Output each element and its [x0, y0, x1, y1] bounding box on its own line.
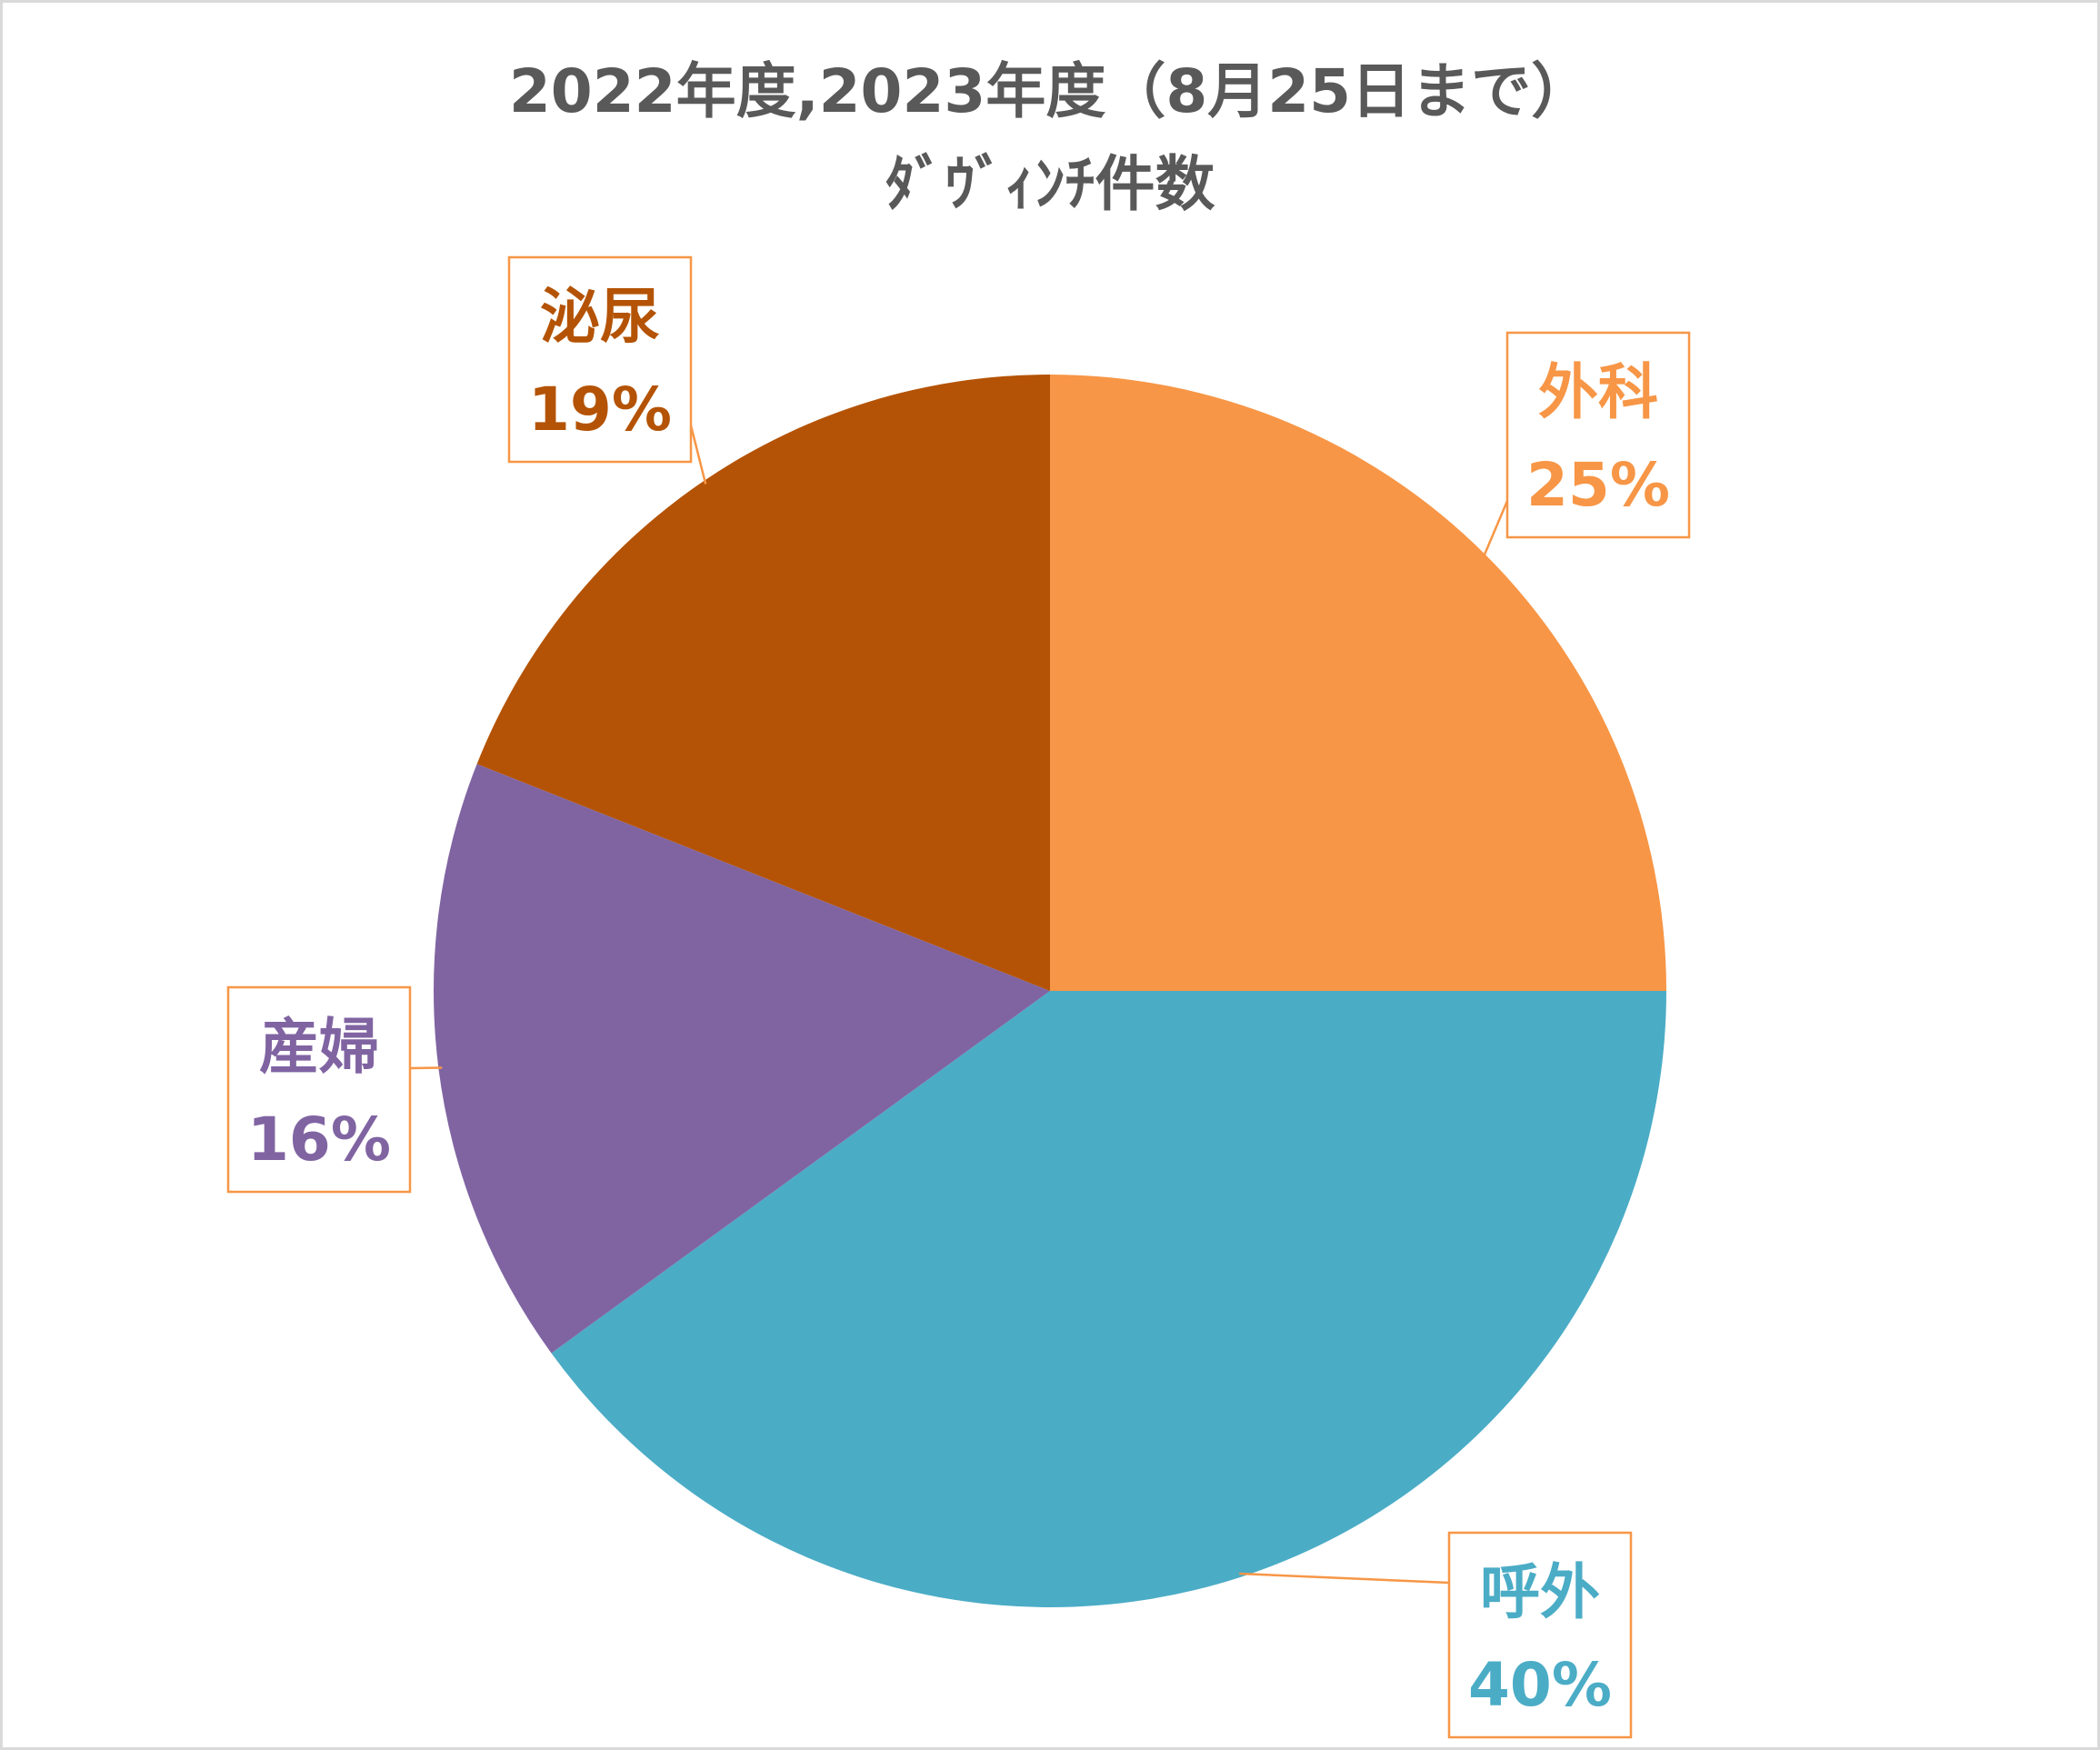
data-label-box-3: [226, 985, 412, 1194]
leader-line-2: [1239, 1572, 1450, 1585]
data-label-category-4: 泌尿: [540, 282, 660, 352]
leader-line-3: [409, 1066, 443, 1070]
data-label-category-2: 呼外: [1480, 1557, 1600, 1627]
chart-subtitle: ﾀﾞｳﾞｨﾝﾁ件数: [885, 149, 1215, 219]
chart-title: 2022年度,2023年度（8月25日まで）: [509, 56, 1591, 126]
data-label-percent-3: 16%: [247, 1105, 391, 1175]
data-label-percent-4: 19%: [528, 375, 672, 445]
pie-slices: [433, 374, 1666, 1607]
leader-line-1: [1482, 500, 1509, 558]
pie-slice-2: [551, 991, 1666, 1607]
data-label-category-3: 産婦: [259, 1012, 379, 1082]
data-label-box-4: [507, 255, 693, 464]
pie-slice-1: [1050, 375, 1666, 991]
pie-slice-3: [433, 764, 1051, 1354]
pie-chart: 2022年度,2023年度（8月25日まで） ﾀﾞｳﾞｨﾝﾁ件数 外科 25% 呼外…: [226, 56, 1691, 1739]
data-labels: 外科 25% 呼外 40% 産婦 16% 泌尿 19%: [226, 255, 1691, 1739]
data-label-percent-1: 25%: [1526, 450, 1670, 520]
pie-slice-4: [476, 374, 1050, 991]
data-label-category-1: 外科: [1538, 357, 1658, 427]
data-label-box-1: [1505, 331, 1691, 539]
leader-line-4: [689, 425, 707, 485]
data-label-percent-2: 40%: [1468, 1650, 1612, 1720]
data-label-box-2: [1447, 1531, 1633, 1739]
